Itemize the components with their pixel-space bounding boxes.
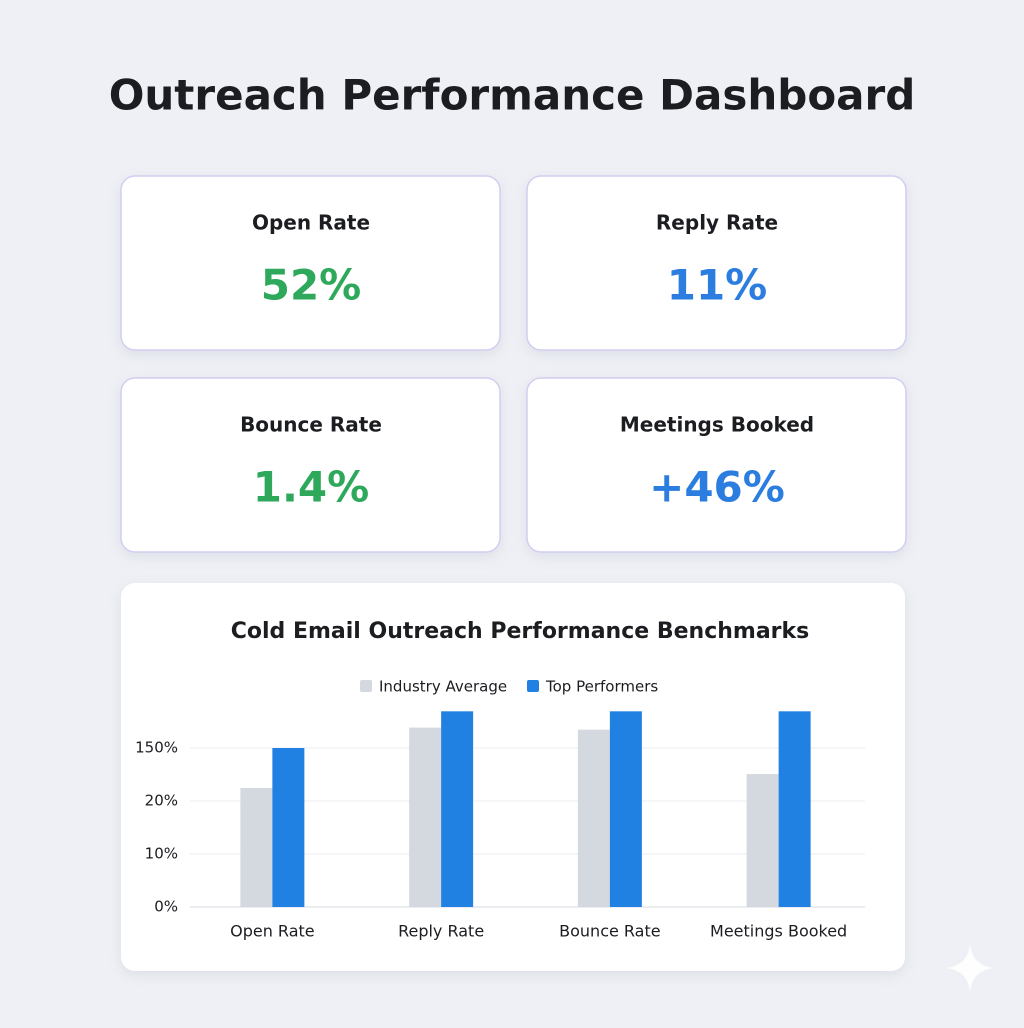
chart-title: Cold Email Outreach Performance Benchmar…: [231, 619, 810, 644]
x-tick-label: Bounce Rate: [559, 922, 660, 941]
y-tick-label: 150%: [135, 739, 178, 757]
card-value: 11%: [667, 261, 768, 310]
x-tick-label: Reply Rate: [398, 922, 484, 941]
y-tick-label: 0%: [154, 898, 178, 916]
bar: [240, 787, 273, 907]
metric-card: [120, 175, 501, 351]
cards: Open Rate 52% Reply Rate 11% Bounce Rate 1.4%…: [120, 175, 907, 553]
page-title: Outreach Performance Dashboard: [109, 71, 916, 120]
y-tick-label: 10%: [145, 845, 178, 863]
card-value: 1.4%: [253, 463, 369, 512]
bar: [746, 774, 779, 907]
y-tick-label: 20%: [145, 792, 178, 810]
bar: [272, 748, 305, 907]
bar: [609, 711, 642, 907]
metric-card: [526, 175, 907, 351]
card-label: Bounce Rate: [240, 413, 382, 437]
card-label: Meetings Booked: [620, 413, 814, 437]
card-label: Open Rate: [252, 211, 370, 235]
x-tick-label: Open Rate: [230, 922, 315, 941]
legend-swatch: [360, 680, 372, 692]
legend-label: Industry Average: [379, 678, 507, 696]
card-label: Reply Rate: [656, 211, 778, 235]
metric-card: [526, 377, 907, 553]
x-tick-label: Meetings Booked: [710, 922, 847, 941]
legend-label: Top Performers: [545, 678, 658, 696]
chart-panel: [121, 583, 905, 971]
card-value: 52%: [261, 261, 362, 310]
chart: 0% 10% 20% 150% Industry Average Top Performe…: [135, 678, 865, 941]
metric-card: [120, 377, 501, 553]
bar: [577, 729, 610, 907]
bar: [409, 727, 442, 907]
sparkle-icon: [947, 944, 993, 992]
bar: [441, 711, 474, 907]
bar: [778, 711, 811, 907]
legend-swatch: [527, 680, 539, 692]
card-value: +46%: [649, 463, 785, 512]
